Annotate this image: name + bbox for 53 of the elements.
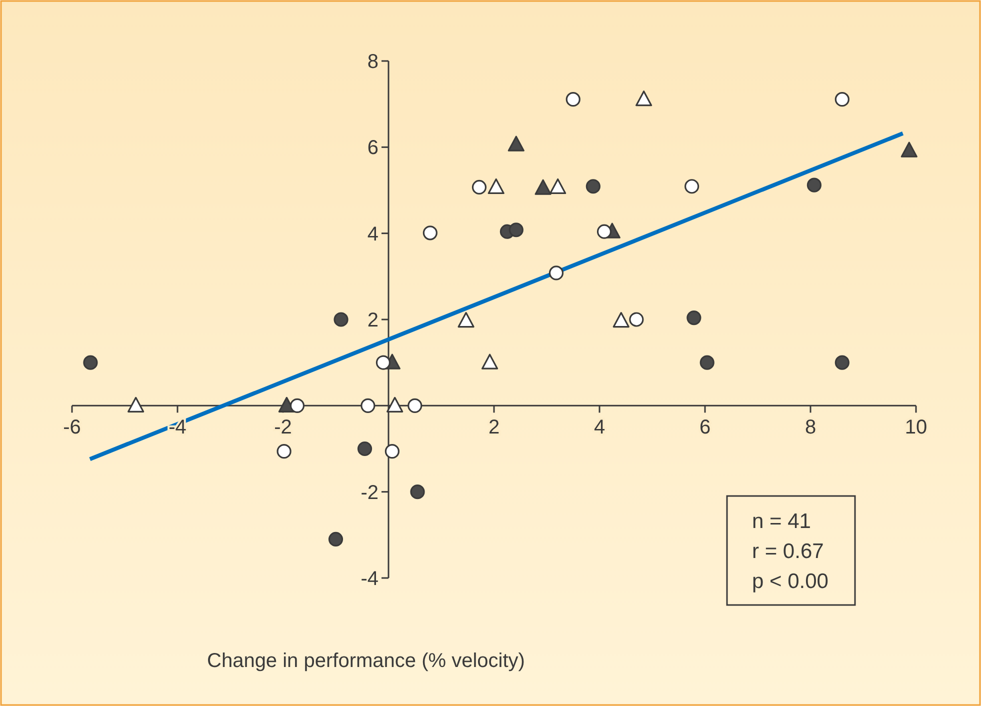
- point: [700, 355, 714, 370]
- point: [612, 312, 630, 328]
- x-tick-label: 6: [699, 416, 711, 439]
- point: [357, 441, 372, 456]
- y-tick-label: 4: [367, 223, 378, 246]
- point: [684, 179, 700, 194]
- point: [534, 179, 552, 195]
- x-tick-label: 2: [488, 416, 500, 439]
- point: [376, 355, 391, 370]
- y-tick-label: 6: [367, 137, 378, 160]
- point: [508, 222, 524, 238]
- point: [806, 178, 822, 192]
- x-tick-label: -2: [274, 416, 292, 439]
- point: [629, 312, 644, 327]
- point: [834, 355, 850, 370]
- point: [386, 396, 404, 412]
- point: [328, 532, 344, 547]
- y-tick-label: 2: [367, 310, 378, 332]
- point: [636, 90, 652, 106]
- point: [128, 396, 144, 412]
- point: [550, 178, 566, 194]
- point: [488, 178, 504, 194]
- point: [472, 180, 487, 195]
- x-axis-title: Change in performance (% velocity): [207, 650, 525, 672]
- point: [83, 355, 98, 370]
- point: [900, 142, 918, 158]
- x-tick-label: 4: [594, 416, 606, 439]
- point: [408, 398, 422, 413]
- point: [481, 354, 498, 370]
- point: [384, 444, 400, 459]
- point: [290, 398, 305, 413]
- y-tick-label: -4: [360, 568, 378, 590]
- y-tick-label: 8: [367, 51, 378, 73]
- point: [422, 226, 438, 240]
- x-tick-label: 10: [904, 416, 928, 439]
- point: [834, 92, 850, 107]
- point: [548, 266, 564, 280]
- annotation: r = 0.67: [752, 540, 824, 563]
- annotation: p < 0.00: [752, 570, 828, 593]
- point: [686, 310, 702, 326]
- point: [276, 444, 292, 459]
- point: [596, 224, 612, 239]
- point: [566, 92, 580, 107]
- y-tick-label: -2: [360, 482, 378, 504]
- point: [458, 312, 474, 328]
- point: [334, 312, 348, 327]
- x-tick-label: 8: [804, 416, 816, 439]
- point: [586, 179, 600, 194]
- x-tick-label: -6: [63, 416, 81, 439]
- point: [410, 484, 425, 500]
- point: [360, 398, 376, 413]
- point: [508, 136, 524, 152]
- annotation: n = 41: [752, 510, 811, 533]
